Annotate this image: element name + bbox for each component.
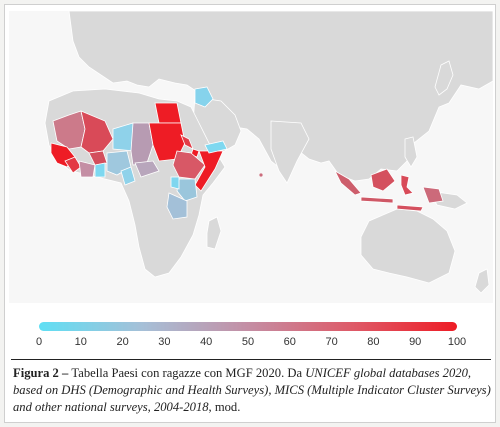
land-madagascar — [206, 216, 222, 250]
country-ivory-coast — [78, 160, 96, 178]
caption-label: Figura 2 – — [13, 366, 72, 380]
caption-text-2: , mod. — [208, 400, 241, 414]
legend-tick-60: 60 — [283, 336, 296, 348]
country-indonesia-java — [360, 196, 394, 204]
legend-tick-70: 70 — [325, 336, 338, 348]
figure-frame: 0 10 20 30 40 50 60 70 80 90 100 Figura … — [4, 4, 496, 423]
legend-tick-50: 50 — [241, 336, 255, 348]
legend-tick-20: 20 — [116, 336, 129, 348]
land-australia — [360, 208, 456, 284]
legend-tick-90: 90 — [409, 336, 422, 348]
country-indonesia-sulawesi — [400, 174, 414, 196]
figure-caption: Figura 2 – Tabella Paesi con ragazze con… — [13, 365, 493, 416]
country-ghana — [94, 162, 106, 178]
color-scale-bar — [39, 322, 457, 331]
caption-rule — [11, 359, 491, 360]
land-philippines — [404, 136, 418, 168]
legend-tick-0: 0 — [35, 336, 43, 348]
land-japan — [434, 60, 454, 96]
country-central-african-republic — [134, 160, 160, 178]
country-indonesia-papua — [422, 186, 444, 204]
country-indonesia-kalimantan — [370, 168, 396, 192]
land-india — [270, 120, 310, 184]
world-map — [9, 11, 493, 303]
country-indonesia-timor — [396, 204, 424, 212]
country-egypt — [154, 102, 182, 124]
caption-text-1: Tabella Paesi con ragazze con MGF 2020. … — [71, 366, 306, 380]
country-kenya — [176, 178, 198, 202]
legend-tick-80: 80 — [367, 336, 380, 348]
map-panel — [9, 11, 493, 303]
legend-tick-30: 30 — [158, 336, 171, 348]
country-maldives — [259, 173, 263, 177]
country-somalia — [194, 150, 224, 192]
legend-tick-100: 100 — [447, 336, 467, 348]
land-new-zealand — [474, 268, 490, 294]
country-uganda — [170, 176, 180, 190]
legend-tick-10: 10 — [74, 336, 87, 348]
country-cameroon — [120, 166, 136, 186]
caption-source: UNICEF global databases 2020, based on D… — [13, 366, 491, 414]
legend-tick-40: 40 — [200, 336, 213, 348]
color-scale-legend: 0 10 20 30 40 50 60 70 80 90 100 — [31, 316, 467, 356]
country-indonesia-sumatra — [334, 169, 362, 196]
country-iraq — [194, 86, 214, 108]
country-tanzania — [166, 192, 188, 220]
country-yemen — [204, 140, 228, 154]
